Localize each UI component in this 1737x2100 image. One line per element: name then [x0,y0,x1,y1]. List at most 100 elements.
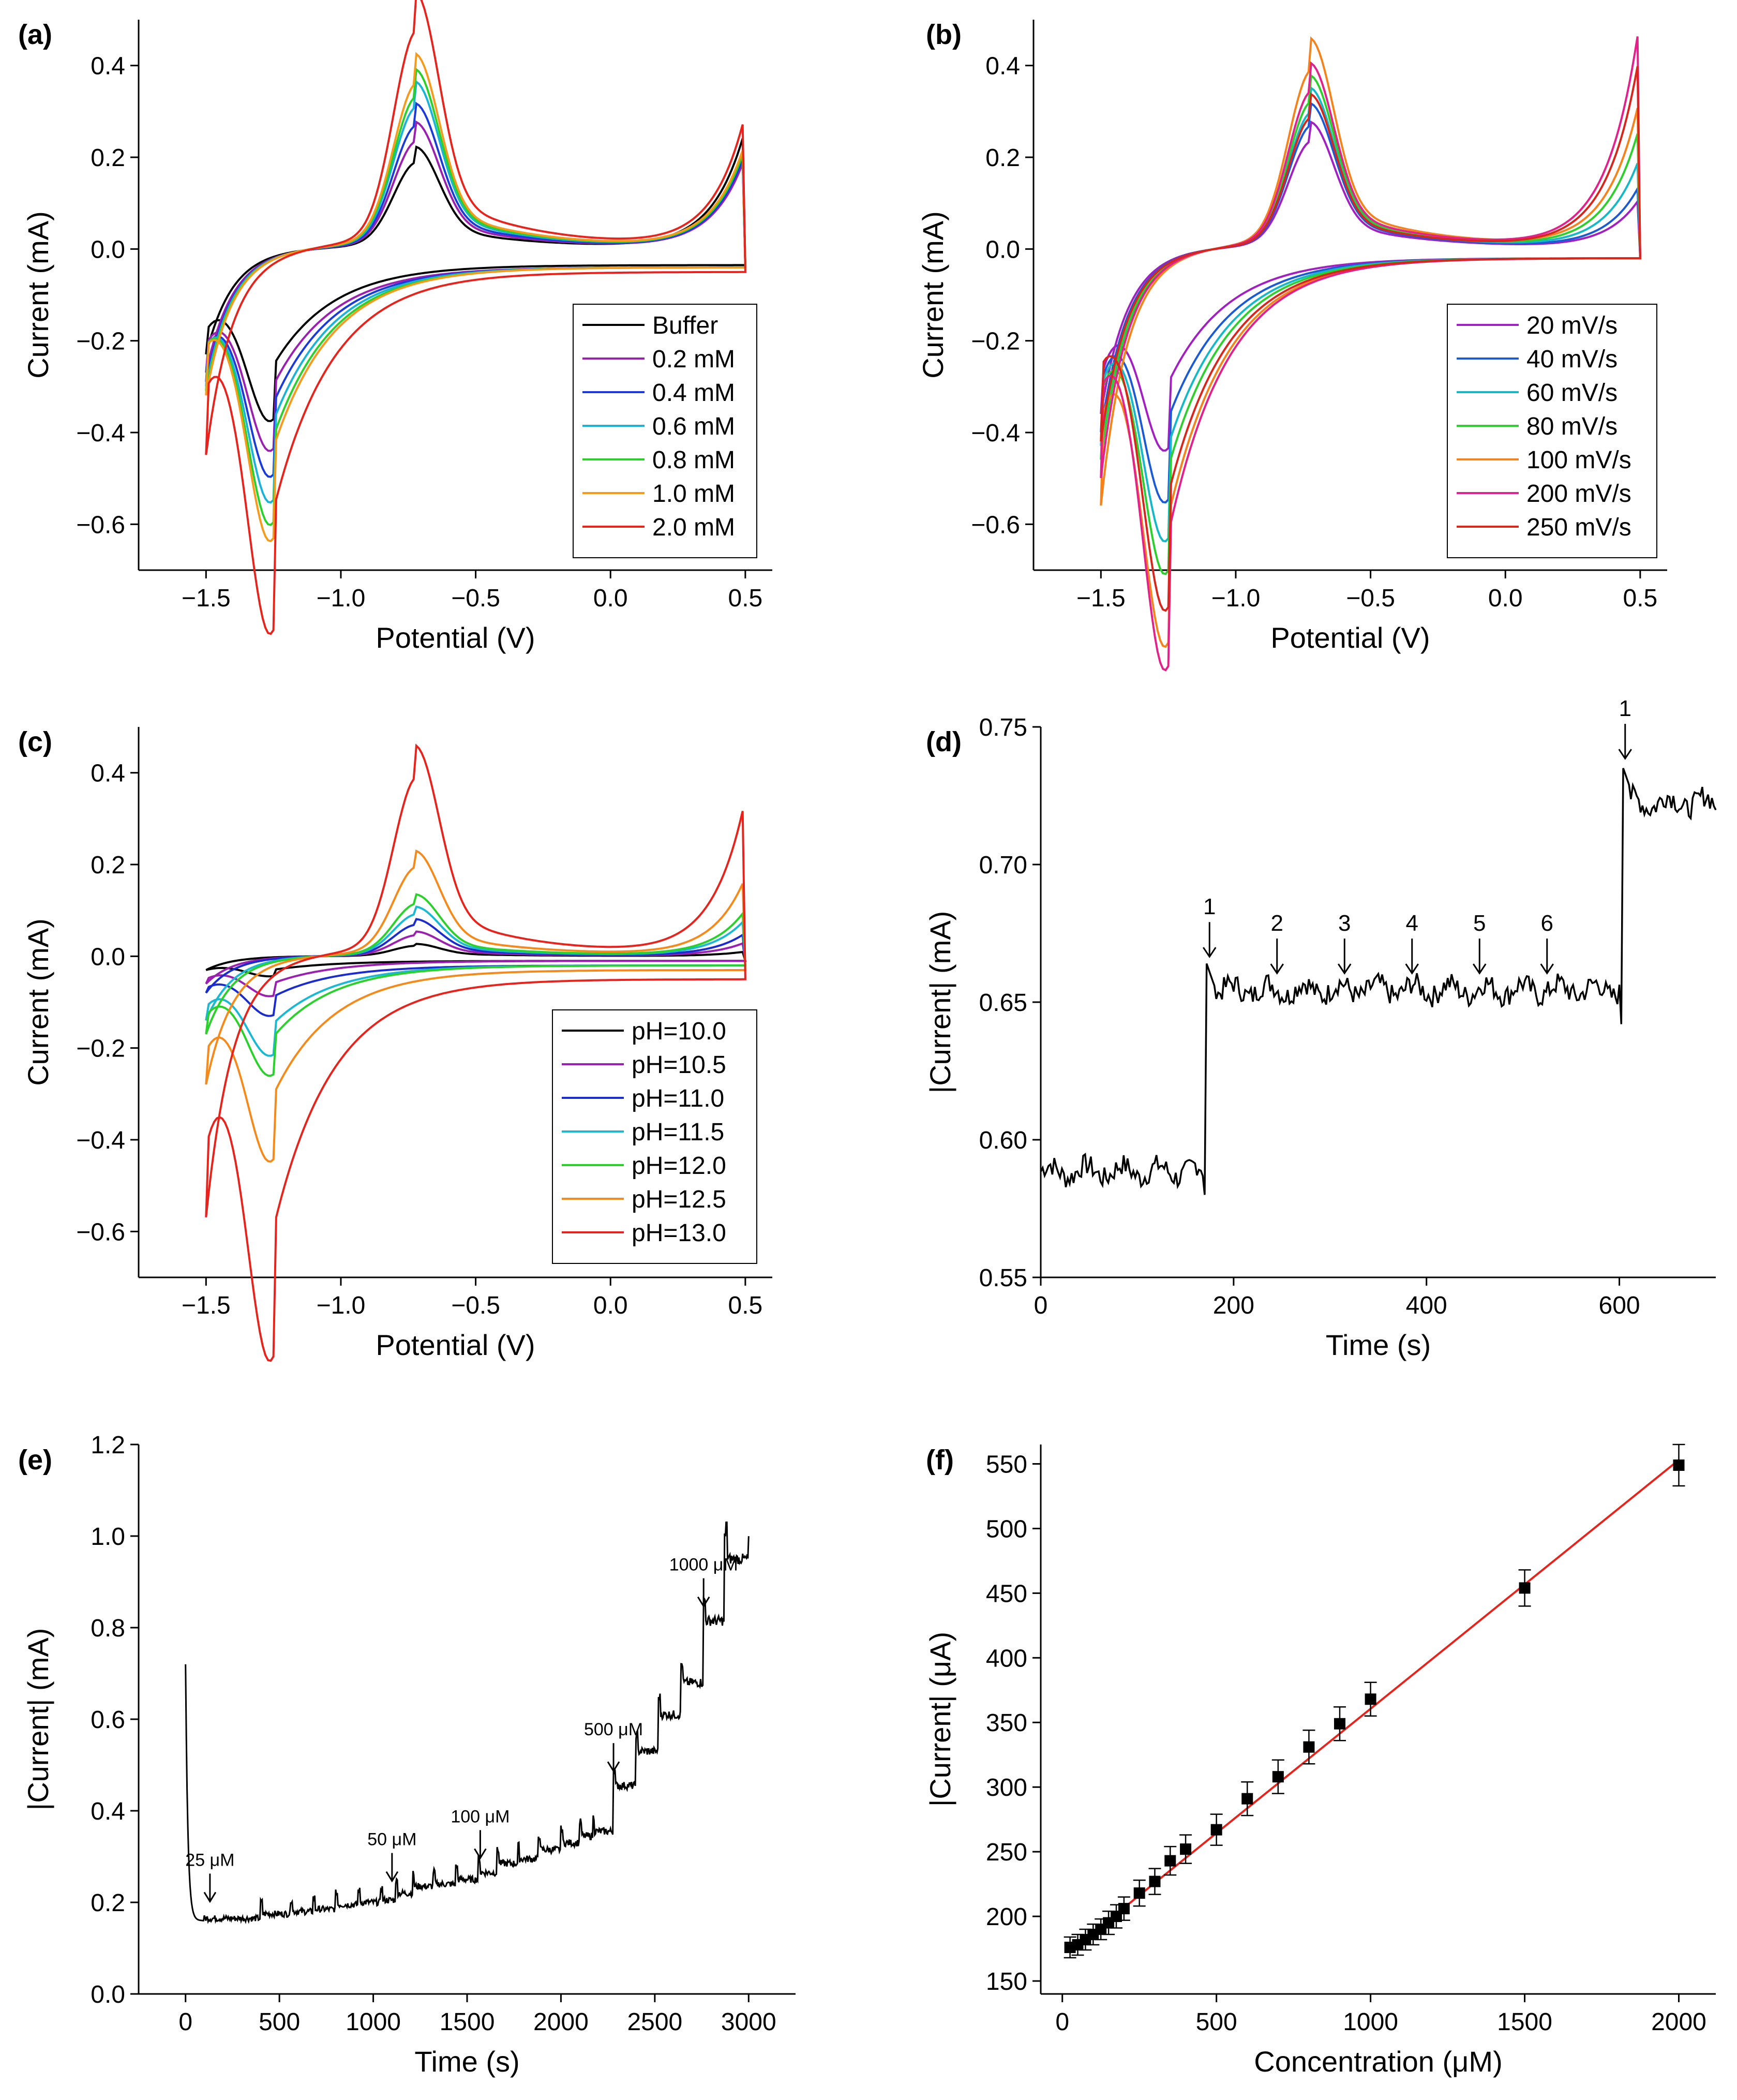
panel-label: (b) [926,19,962,50]
series-line-pH-12-5 [205,849,746,1163]
x-axis-title: Time (s) [414,2045,519,2078]
x-tick-label: 0.5 [1623,585,1658,612]
y-tick-label: 0.6 [91,1706,125,1734]
arrowhead-icon [385,1871,399,1883]
y-tick-label: 0.70 [979,852,1027,879]
x-tick-label: −1.0 [317,585,366,612]
x-tick-label: 2000 [533,2008,589,2036]
y-tick-label: −0.4 [76,420,125,447]
injection-label: 6 [1541,911,1553,936]
y-tick-label: 0.0 [91,1981,125,2008]
x-tick-label: 0 [1055,2008,1069,2036]
injection-label: 4 [1406,911,1418,936]
x-tick-label: 1500 [1497,2008,1552,2036]
panel-f: 0 500 1000 1500 2000 150 200 250 300 350 400 450 500… [924,1443,1716,2078]
x-tick-label: 1000 [346,2008,401,2036]
legend-label: 200 mV/s [1526,480,1631,508]
y-tick-label: −0.2 [76,328,125,355]
data-point [1117,1896,1130,1921]
legend-label: 2.0 mM [652,514,735,541]
legend-label: pH=11.0 [632,1085,724,1112]
arrowhead-icon [697,1596,710,1608]
y-tick-label: −0.2 [76,1035,125,1063]
square-marker [1180,1843,1192,1855]
x-tick-label: −1.5 [182,585,231,612]
y-tick-label: 0.2 [91,144,125,172]
y-tick-label: 0.2 [91,1889,125,1917]
injection-marker: 25 μM [185,1850,234,1903]
y-axis-title: Current (mA) [22,211,54,379]
y-tick-label: 0.75 [979,714,1027,741]
x-tick-label: 0 [1034,1292,1048,1319]
arrowhead-icon [1203,947,1217,958]
x-tick-label: 1500 [440,2008,495,2036]
y-tick-label: 0.2 [985,144,1020,172]
square-marker [1272,1771,1284,1783]
plot-area [1100,36,1641,672]
legend-box [1447,304,1657,558]
series-line-Buffer [205,138,746,422]
panel-label: (c) [18,726,52,757]
x-tick-label: −0.5 [451,585,500,612]
y-tick-label: 500 [986,1515,1027,1543]
legend-label: Buffer [652,312,718,339]
legend-label: pH=12.5 [632,1186,726,1213]
panel-a: −1.5 −1.0 −0.5 0.0 0.5 −0.6 −0.4 −0.2 0.0 0.2 0.4 P… [18,0,772,654]
square-marker [1149,1875,1161,1887]
y-tick-label: 0.0 [985,236,1020,263]
x-tick-label: 0.0 [593,1292,628,1319]
y-axis-title: |Current| (μA) [924,1632,956,1807]
x-tick-label: 3000 [721,2008,776,2036]
y-axis-title: |Current| (mA) [22,1628,54,1811]
legend: 20 mV/s 40 mV/s 60 mV/s 80 mV/s 100 mV/s 200 … [1447,304,1657,558]
legend-box [552,1009,757,1264]
panel-label: (a) [18,19,52,50]
injection-marker: 1 [1618,696,1633,760]
legend-label: pH=10.5 [632,1051,726,1079]
arrowhead-icon [1338,963,1352,975]
arrowhead-icon [1405,963,1419,975]
injection-marker: 5 [1473,911,1487,975]
panel-e: 0 500 1000 1500 2000 2500 3000 0.0 0.2 0.4 0.6 0.8 1… [18,1432,796,2078]
data-point [1518,1569,1531,1607]
injection-label: 1 [1619,696,1631,721]
injection-marker: 1000 μM [669,1555,738,1608]
plot-area [205,743,747,1362]
fit-line [1069,1459,1680,1953]
arrowhead-icon [607,1761,620,1773]
y-axis-title: Current (mA) [22,918,54,1086]
series-line-2-0-mM [205,0,746,635]
y-tick-label: 0.0 [91,236,125,263]
y-tick-label: 250 [986,1839,1027,1866]
data-point [1241,1781,1254,1816]
x-tick-label: 600 [1599,1292,1640,1319]
y-tick-label: −0.6 [76,1218,125,1246]
injection-label: 3 [1338,911,1351,936]
legend-box [573,304,757,558]
y-tick-label: −0.4 [971,420,1020,447]
square-marker [1118,1903,1130,1915]
y-tick-label: 400 [986,1645,1027,1672]
arrowhead-icon [474,1848,487,1860]
arrowhead-icon [203,1892,217,1903]
data-point [1364,1681,1377,1717]
injection-marker: 2 [1270,911,1284,975]
arrowhead-icon [1540,963,1554,975]
panel-d: 0 200 400 600 0.55 0.60 0.65 0.70 0.75 Time (s) |C… [924,696,1717,1361]
arrowhead-icon [1618,749,1633,760]
square-marker [1673,1459,1685,1471]
legend-label: 20 mV/s [1526,312,1618,339]
legend-label: 100 mV/s [1526,446,1631,474]
series-line-pH-13-0 [205,743,746,1362]
x-tick-label: 200 [1213,1292,1254,1319]
panel-b: −1.5 −1.0 −0.5 0.0 0.5 −0.6 −0.4 −0.2 0.0 0.2 0.4 P… [917,19,1667,672]
data-point [1672,1443,1685,1487]
legend-label: 1.0 mM [652,480,735,508]
x-tick-label: −1.5 [1076,585,1126,612]
y-tick-label: −0.6 [76,511,125,539]
y-tick-label: 1.2 [91,1432,125,1459]
injection-marker: 100 μM [451,1807,510,1860]
legend-label: 0.8 mM [652,446,735,474]
data-point [1210,1813,1223,1846]
square-marker [1519,1582,1531,1594]
